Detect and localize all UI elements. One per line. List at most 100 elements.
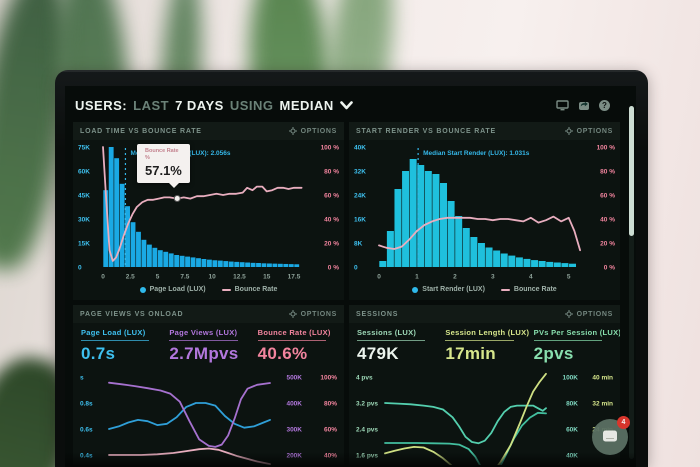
legend-label: Bounce Rate — [513, 286, 557, 293]
svg-text:15: 15 — [263, 274, 271, 281]
svg-text:40 min: 40 min — [592, 375, 613, 382]
svg-text:400K: 400K — [286, 401, 302, 408]
metric-label: Page Load (LUX) — [81, 328, 146, 337]
svg-text:30K: 30K — [78, 217, 90, 224]
svg-text:80 %: 80 % — [324, 169, 339, 176]
svg-text:0: 0 — [101, 274, 105, 281]
page-views-onload-chart: s 0.8s 0.6s 0.4s 500K 400K 300K 200K 100% 80% 60% 4… — [79, 367, 338, 465]
message-icon — [603, 430, 617, 442]
svg-text:45K: 45K — [78, 193, 90, 200]
metric-row: Page Load (LUX) 0.7s Page Views (LUX) 2.7Mp… — [73, 323, 344, 365]
scope-selector[interactable]: USERS: LAST 7 DAYS USING MEDIAN — [75, 98, 353, 113]
legend-dot-icon — [412, 286, 419, 293]
bounce-rate-tooltip: Bounce Rate % 57.1% — [137, 144, 190, 188]
legend-label: Page Load (LUX) — [149, 286, 206, 293]
svg-text:300K: 300K — [286, 427, 302, 434]
svg-text:100K: 100K — [562, 375, 578, 382]
svg-text:5: 5 — [567, 274, 571, 281]
metric-label: PVs Per Session (LUX) — [533, 328, 620, 337]
metric-value: 40.6% — [257, 344, 308, 363]
svg-text:60%: 60% — [324, 427, 337, 434]
metric: Bounce Rate (LUX) 40.6% — [257, 328, 336, 364]
help-icon[interactable]: ? — [599, 99, 610, 111]
scrollbar[interactable] — [629, 106, 634, 459]
legend-line-icon — [500, 288, 510, 291]
chat-widget-button[interactable]: 4 — [592, 416, 630, 455]
metric-value: 17min — [445, 344, 496, 363]
legend-item[interactable]: Bounce Rate — [221, 286, 277, 293]
svg-text:40 %: 40 % — [324, 217, 339, 224]
gear-icon — [564, 310, 573, 318]
svg-text:40 %: 40 % — [600, 217, 615, 224]
svg-text:16K: 16K — [354, 217, 366, 224]
svg-text:17.5: 17.5 — [288, 274, 301, 281]
svg-text:12.5: 12.5 — [233, 274, 246, 281]
load-time-chart: 75K 60K 45K 30K 15K 0 100 % 80 % 60 % 40 % 20 % 0 %… — [77, 140, 340, 282]
options-button[interactable]: OPTIONS — [564, 127, 613, 135]
svg-text:0.6s: 0.6s — [80, 427, 93, 434]
options-button[interactable]: OPTIONS — [564, 310, 613, 318]
options-button[interactable]: OPTIONS — [288, 310, 337, 318]
panel-start-render-vs-bounce-rate: START RENDER VS BOUNCE RATE OPTIONS 40K 3… — [349, 122, 620, 300]
scope-range-label: 7 DAYS — [175, 97, 224, 113]
metric: Session Length (LUX) 17min — [445, 328, 529, 364]
legend-item[interactable]: Start Render (LUX) — [412, 286, 485, 293]
svg-text:1: 1 — [415, 274, 419, 281]
legend-dot-icon — [139, 286, 146, 293]
legend-label: Start Render (LUX) — [422, 286, 485, 293]
metric-underline — [81, 340, 150, 341]
svg-text:s: s — [80, 375, 84, 382]
svg-text:2: 2 — [453, 274, 457, 281]
notification-badge: 4 — [617, 416, 630, 429]
options-button[interactable]: OPTIONS — [288, 127, 337, 135]
legend-item[interactable]: Bounce Rate — [500, 286, 557, 293]
svg-text:75K: 75K — [78, 145, 90, 152]
gear-icon — [564, 127, 573, 135]
start-render-chart: 40K 32K 24K 16K 8K 0 100 % 80 % 60 % 40 % 20 % 0 % 0… — [353, 140, 616, 282]
svg-text:32K: 32K — [354, 169, 366, 176]
gear-icon — [288, 310, 297, 318]
metric-value: 2pvs — [533, 344, 574, 363]
svg-text:0: 0 — [78, 265, 82, 272]
svg-text:32 min: 32 min — [592, 401, 613, 408]
chart-legend: Start Render (LUX) Bounce Rate — [349, 282, 620, 297]
svg-text:200K: 200K — [286, 453, 302, 460]
share-icon[interactable] — [578, 100, 590, 111]
metric-label: Page Views (LUX) — [169, 328, 238, 337]
panel-grid: LOAD TIME VS BOUNCE RATE OPTIONS 75K 60K 4… — [73, 122, 620, 465]
metric: Page Load (LUX) 0.7s — [81, 328, 159, 364]
scope-users-label: USERS: — [75, 97, 128, 113]
svg-text:3: 3 — [491, 274, 495, 281]
dashboard: USERS: LAST 7 DAYS USING MEDIAN — [65, 86, 636, 467]
svg-text:500K: 500K — [286, 375, 302, 382]
metric-underline — [357, 340, 426, 341]
svg-text:40K: 40K — [354, 145, 366, 152]
metric-label: Sessions (LUX) — [357, 328, 417, 337]
metric-underline — [169, 340, 238, 341]
gear-icon — [288, 127, 297, 135]
svg-text:Median Start Render (LUX): 1.0: Median Start Render (LUX): 1.031s — [423, 150, 530, 157]
metric-value: 2.7Mpvs — [169, 344, 239, 363]
metric-row: Sessions (LUX) 479K Session Length (LUX) 17… — [349, 323, 620, 365]
svg-text:0.4s: 0.4s — [80, 453, 93, 460]
scope-metric-label: MEDIAN — [279, 97, 334, 113]
svg-text:3.2 pvs: 3.2 pvs — [356, 401, 378, 408]
window-toolbar: ? — [556, 99, 610, 111]
svg-text:2.5: 2.5 — [126, 274, 135, 281]
laptop-screen: USERS: LAST 7 DAYS USING MEDIAN — [55, 70, 648, 467]
svg-text:10: 10 — [209, 274, 217, 281]
metric-underline — [257, 340, 326, 341]
svg-text:100 %: 100 % — [321, 145, 340, 152]
scope-using-label: USING — [229, 97, 274, 113]
svg-text:60K: 60K — [78, 169, 90, 176]
svg-text:4: 4 — [529, 274, 533, 281]
scrollbar-thumb[interactable] — [629, 106, 634, 236]
metric-label: Bounce Rate (LUX) — [257, 328, 331, 337]
metric: Sessions (LUX) 479K — [357, 328, 435, 364]
legend-line-icon — [221, 288, 231, 291]
display-icon[interactable] — [556, 99, 569, 111]
svg-text:80%: 80% — [324, 401, 337, 408]
legend-item[interactable]: Page Load (LUX) — [139, 286, 206, 293]
panel-sessions: SESSIONS OPTIONS Sessions (LUX) 479K Sessi… — [349, 305, 620, 465]
panel-title: START RENDER VS BOUNCE RATE — [356, 127, 496, 135]
